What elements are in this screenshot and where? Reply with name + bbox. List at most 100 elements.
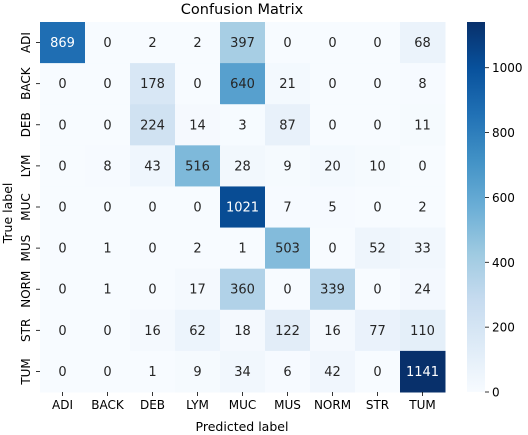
heatmap-cell [310,309,356,352]
heatmap-cell [310,22,356,64]
x-tick-label: DEB [140,398,165,412]
heatmap-cell-label: 3 [238,118,246,133]
heatmap-cell-label: 0 [103,36,111,51]
heatmap-cell-label: 1 [103,283,111,298]
x-axis-label: Predicted label [196,419,289,434]
heatmap-cell [130,268,176,311]
heatmap-cell [85,309,131,352]
heatmap-cell-label: 0 [328,77,336,92]
heatmap-cell-label: 0 [418,159,426,174]
heatmap-cell-label: 14 [189,118,206,133]
heatmap-cell [265,22,311,64]
heatmap-cell-label: 178 [140,77,165,92]
heatmap-cell [220,63,266,105]
heatmap-cell-label: 0 [373,201,381,216]
heatmap-cell [265,227,311,270]
heatmap-cell [40,309,86,352]
heatmap-cell-label: 62 [189,324,206,339]
y-tick-label: STR [19,319,33,342]
heatmap-cell-label: 0 [58,201,66,216]
heatmap-cell [220,145,266,187]
y-tick-label: MUC [19,193,33,221]
heatmap-cell [400,63,446,105]
y-tick-label: TUM [19,358,33,385]
heatmap-cell [355,63,401,105]
heatmap-cell [265,186,311,229]
x-tick-label: MUS [274,398,301,412]
heatmap-cell-label: 9 [193,365,201,380]
heatmap-cell-label: 1 [103,242,111,257]
heatmap-cell [40,22,86,64]
heatmap-cell-label: 42 [324,365,341,380]
heatmap-cell [355,350,401,393]
heatmap-cell [310,104,356,146]
heatmap-cell [400,350,446,393]
heatmap-cell [310,145,356,187]
heatmap-cell [130,22,176,64]
heatmap-cell-label: 11 [414,118,431,133]
heatmap-cell-labels: 869 0 2 2 397 0 0 0 680 0 178 0 640 21 0 0 80 0 224 14 3 87 0 0… [50,36,439,380]
heatmap-cell [355,186,401,229]
heatmap-cell-label: 503 [275,242,300,257]
heatmap-cell [175,63,221,105]
y-tick-label: DEB [19,112,33,137]
heatmap-cell [175,22,221,64]
colorbar-tick-label: 0 [492,386,500,400]
heatmap-cell-label: 9 [283,159,291,174]
heatmap-cell [265,350,311,393]
heatmap-cell [85,22,131,64]
heatmap-cell [40,350,86,393]
heatmap-cell-label: 640 [230,77,255,92]
heatmap-cell-label: 8 [418,77,426,92]
heatmap-cell-label: 2 [193,36,201,51]
heatmap-cell-label: 122 [275,324,300,339]
x-tick-label: NORM [314,398,351,412]
x-tick-label: MUC [229,398,257,412]
heatmap-cell [175,268,221,311]
heatmap-cell-label: 224 [140,118,165,133]
heatmap-cell [220,268,266,311]
colorbar-tick-label: 1000 [492,61,523,75]
heatmap-cell-label: 0 [58,159,66,174]
heatmap-cell-label: 0 [193,201,201,216]
heatmap-cell [175,104,221,146]
heatmap-cell-label: 0 [373,283,381,298]
heatmap-cell-label: 0 [103,365,111,380]
heatmap-cell [40,104,86,146]
colorbar: 0 200 400 600 800 1000 [467,22,523,400]
heatmap-cell [85,63,131,105]
heatmap-cell-label: 0 [148,283,156,298]
heatmap-cell-label: 68 [414,36,431,51]
heatmap-cell-label: 0 [193,77,201,92]
heatmap-cell-label: 2 [148,36,156,51]
heatmap-cell-label: 0 [58,324,66,339]
heatmap-cell-label: 0 [103,77,111,92]
heatmap-cell [265,145,311,187]
heatmap-cell-label: 1141 [406,365,439,380]
heatmap-cell [130,104,176,146]
y-tick-label: BACK [19,66,33,100]
heatmap-cell-label: 0 [328,242,336,257]
heatmap-cell-label: 16 [324,324,341,339]
heatmap-cell-label: 5 [328,201,336,216]
heatmap-cell [40,227,86,270]
heatmap-cell [310,63,356,105]
heatmap-cell-label: 34 [234,365,251,380]
heatmap-cell-label: 0 [283,36,291,51]
y-tick-label: NORM [19,271,33,308]
y-tick-label: LYM [19,154,33,177]
heatmap-cell [400,227,446,270]
heatmap-cell [85,268,131,311]
heatmap-cell-label: 0 [328,36,336,51]
heatmap-cell-label: 0 [373,77,381,92]
heatmap-cell [355,309,401,352]
heatmap-cell [40,186,86,229]
heatmap-cell [310,227,356,270]
heatmap-cell-label: 0 [58,365,66,380]
heatmap-cell [400,22,446,64]
heatmap-cell [130,350,176,393]
colorbar-tick-label: 200 [492,321,515,335]
heatmap-cell-label: 10 [369,159,386,174]
heatmap-cell [130,186,176,229]
